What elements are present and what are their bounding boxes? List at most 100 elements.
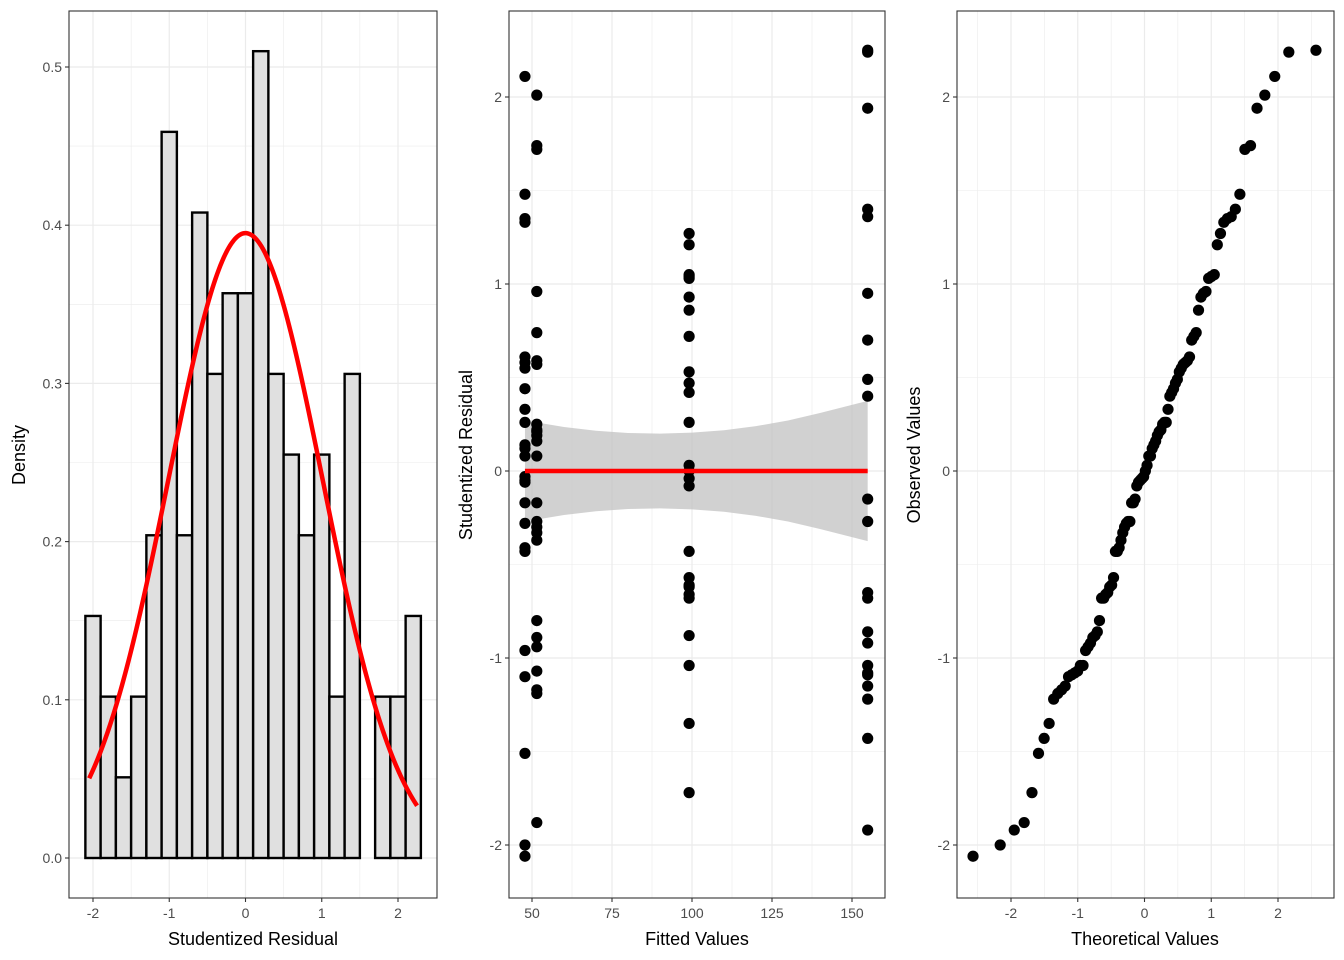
residual-point	[531, 497, 543, 509]
qq-panel-border	[956, 10, 1335, 899]
residuals-y-axis: -2 -1 0 1 2	[490, 89, 509, 853]
qq-y-tick-label: 2	[942, 89, 950, 105]
residual-point	[531, 89, 543, 101]
residual-point	[683, 291, 695, 303]
residuals-x-axis-title: Fitted Values	[645, 929, 749, 949]
residuals-y-tick-label: -1	[490, 650, 503, 666]
qq-points	[967, 44, 1322, 862]
qq-point	[1310, 44, 1322, 56]
residuals-x-axis: 50 75 100 125 150	[524, 898, 864, 921]
histogram-bar	[221, 292, 240, 860]
residual-point	[862, 669, 874, 681]
qq-point	[1026, 787, 1038, 799]
residual-point	[519, 497, 531, 509]
residuals-y-tick-label: 2	[494, 89, 502, 105]
residual-point	[683, 366, 695, 378]
qq-point	[1229, 203, 1241, 215]
qq-point	[1208, 269, 1220, 281]
residual-point	[519, 545, 531, 558]
histogram-bar	[282, 453, 301, 860]
histogram-bar	[251, 49, 270, 860]
residual-point	[531, 285, 543, 298]
residual-point	[519, 383, 531, 395]
residual-point	[519, 747, 531, 759]
qq-point	[1059, 680, 1071, 692]
qq-y-tick-label: -2	[938, 837, 951, 853]
histogram-bar	[267, 372, 285, 860]
normal-density-curve	[87, 230, 419, 807]
qq-y-tick-label: 1	[942, 276, 950, 292]
qq-y-axis-title: Observed Values	[904, 387, 924, 524]
residuals-x-tick-label: 125	[760, 905, 784, 921]
qq-point	[1234, 188, 1246, 200]
residual-point	[531, 631, 543, 644]
qq-point	[1124, 515, 1136, 528]
histogram-x-tick-label: 2	[394, 905, 402, 921]
qq-point	[1283, 46, 1295, 58]
histogram-y-axis: 0.0 0.1 0.2 0.3 0.4 0.5	[43, 59, 69, 866]
qq-point	[1107, 571, 1120, 584]
residual-point	[683, 272, 695, 284]
residual-point	[683, 787, 695, 799]
qq-point	[1244, 140, 1257, 152]
residual-point	[531, 358, 543, 371]
qq-point	[1043, 717, 1055, 730]
qq-point	[1160, 416, 1172, 428]
histogram-bar	[175, 534, 194, 860]
histogram-y-axis-title: Density	[9, 425, 29, 485]
residual-point	[519, 450, 531, 462]
residual-point	[519, 644, 531, 657]
qq-point	[1091, 626, 1103, 638]
residual-point	[531, 327, 543, 339]
residual-point	[683, 717, 695, 730]
histogram-panel: -2 -1 0 1 2 0.0 0.1 0.2 0.3 0.4 0.5 Studentized R…	[9, 10, 438, 949]
residual-point	[519, 188, 531, 200]
residuals-x-tick-label: 150	[840, 905, 864, 921]
residuals-x-tick-label: 50	[524, 905, 540, 921]
qq-point	[1032, 747, 1045, 759]
histogram-bar	[404, 614, 423, 860]
residual-point	[683, 377, 695, 389]
qq-plot-panel: -2 -1 0 1 2 -2 -1 0 1 2 Theoretical Values Obser…	[904, 10, 1335, 949]
qq-point	[1038, 732, 1050, 745]
qq-point	[1214, 227, 1227, 240]
histogram-bar	[160, 130, 179, 860]
residual-point	[683, 480, 695, 492]
residual-point	[862, 637, 874, 649]
qq-point	[1251, 102, 1263, 114]
residual-point	[531, 665, 543, 677]
residual-point	[862, 732, 874, 745]
residuals-vs-fitted-panel: 50 75 100 125 150 -2 -1 0 1 2 Fitted Values Stud…	[456, 10, 886, 949]
residuals-x-tick-label: 75	[604, 905, 620, 921]
qq-point	[1183, 351, 1196, 363]
qq-point	[1018, 816, 1030, 829]
histogram-bar	[206, 372, 224, 860]
residual-point	[519, 850, 531, 862]
residual-point	[862, 680, 874, 692]
residual-point	[862, 334, 874, 346]
residual-point	[531, 534, 543, 546]
histogram-x-axis: -2 -1 0 1 2	[87, 898, 402, 921]
histogram-x-tick-label: -2	[87, 905, 100, 921]
residual-point	[519, 517, 531, 529]
qq-point	[1077, 659, 1089, 672]
histogram-y-tick-label: 0.3	[43, 375, 63, 391]
qq-point	[994, 839, 1006, 851]
residual-point	[519, 362, 531, 374]
residual-point	[683, 659, 695, 672]
qq-point	[1008, 824, 1020, 836]
histogram-bar	[236, 292, 255, 860]
qq-y-tick-label: 0	[942, 463, 950, 479]
residual-points	[519, 44, 874, 862]
histogram-y-tick-label: 0.5	[43, 59, 63, 75]
residuals-panel-border	[508, 10, 886, 899]
residuals-x-tick-label: 100	[680, 905, 704, 921]
qq-y-tick-label: -1	[938, 650, 951, 666]
residual-point	[683, 330, 695, 342]
qq-point	[967, 850, 979, 862]
histogram-x-axis-title: Studentized Residual	[168, 929, 338, 949]
residual-point	[531, 687, 543, 700]
residual-point	[531, 816, 543, 829]
residual-point	[683, 227, 695, 240]
qq-point	[1190, 327, 1202, 339]
